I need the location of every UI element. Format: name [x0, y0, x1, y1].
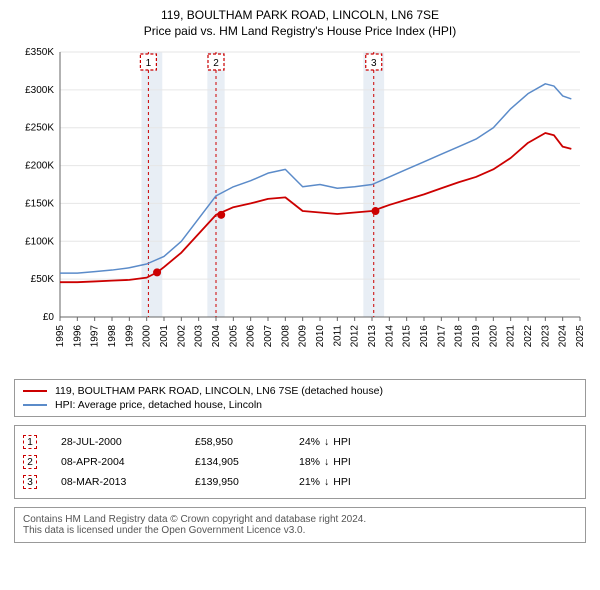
svg-text:2007: 2007	[263, 325, 274, 348]
legend: 119, BOULTHAM PARK ROAD, LINCOLN, LN6 7S…	[14, 379, 586, 417]
svg-text:1996: 1996	[72, 325, 83, 348]
chart-container: 119, BOULTHAM PARK ROAD, LINCOLN, LN6 7S…	[0, 0, 600, 555]
event-marker-icon: 1	[23, 435, 37, 449]
legend-swatch	[23, 390, 47, 392]
svg-text:2001: 2001	[159, 325, 170, 348]
title-address: 119, BOULTHAM PARK ROAD, LINCOLN, LN6 7S…	[12, 8, 588, 22]
event-marker-icon: 2	[23, 455, 37, 469]
footer-attribution: Contains HM Land Registry data © Crown c…	[14, 507, 586, 543]
svg-text:£100K: £100K	[25, 236, 54, 247]
svg-text:1995: 1995	[55, 325, 66, 348]
line-chart: £0 £50K £100K £150K £200K £250K £300K £350K 1995…	[12, 44, 588, 369]
event-price: £139,950	[195, 476, 275, 488]
svg-text:2021: 2021	[506, 325, 517, 348]
event-date: 28-JUL-2000	[61, 436, 171, 448]
arrow-down-icon: ↓	[324, 456, 329, 468]
title-block: 119, BOULTHAM PARK ROAD, LINCOLN, LN6 7S…	[12, 8, 588, 38]
legend-label: 119, BOULTHAM PARK ROAD, LINCOLN, LN6 7S…	[55, 385, 383, 397]
svg-text:2022: 2022	[523, 325, 534, 348]
svg-text:2014: 2014	[384, 325, 395, 348]
event-delta: 24% ↓ HPI	[299, 436, 351, 448]
svg-text:2002: 2002	[176, 325, 187, 348]
event-row: 1 28-JUL-2000 £58,950 24% ↓ HPI	[23, 432, 577, 452]
svg-text:£200K: £200K	[25, 161, 54, 172]
svg-text:2010: 2010	[315, 325, 326, 348]
svg-text:2024: 2024	[558, 325, 569, 348]
event-date: 08-APR-2004	[61, 456, 171, 468]
svg-text:£0: £0	[43, 312, 55, 323]
svg-text:2013: 2013	[367, 325, 378, 348]
legend-label: HPI: Average price, detached house, Linc…	[55, 399, 262, 411]
legend-swatch	[23, 404, 47, 406]
svg-text:2025: 2025	[575, 325, 586, 348]
event-row: 3 08-MAR-2013 £139,950 21% ↓ HPI	[23, 472, 577, 492]
svg-text:2015: 2015	[402, 325, 413, 348]
svg-text:2012: 2012	[350, 325, 361, 348]
svg-text:2000: 2000	[142, 325, 153, 348]
event-row: 2 08-APR-2004 £134,905 18% ↓ HPI	[23, 452, 577, 472]
svg-text:2017: 2017	[436, 325, 447, 348]
event-price: £134,905	[195, 456, 275, 468]
title-subtitle: Price paid vs. HM Land Registry's House …	[12, 24, 588, 38]
svg-text:2005: 2005	[228, 325, 239, 348]
legend-item: 119, BOULTHAM PARK ROAD, LINCOLN, LN6 7S…	[23, 384, 577, 398]
svg-text:1: 1	[146, 58, 152, 69]
event-delta: 18% ↓ HPI	[299, 456, 351, 468]
arrow-down-icon: ↓	[324, 436, 329, 448]
svg-text:£350K: £350K	[25, 47, 54, 58]
svg-text:2019: 2019	[471, 325, 482, 348]
chart-area: £0 £50K £100K £150K £200K £250K £300K £350K 1995…	[12, 44, 588, 369]
svg-text:1997: 1997	[90, 325, 101, 348]
svg-text:2011: 2011	[332, 325, 343, 347]
svg-text:2004: 2004	[211, 325, 222, 348]
event-price: £58,950	[195, 436, 275, 448]
svg-text:2008: 2008	[280, 325, 291, 348]
svg-text:2: 2	[213, 58, 219, 69]
event-date: 08-MAR-2013	[61, 476, 171, 488]
svg-text:£50K: £50K	[31, 274, 55, 285]
svg-text:2018: 2018	[454, 325, 465, 348]
svg-text:2016: 2016	[419, 325, 430, 348]
events-table: 1 28-JUL-2000 £58,950 24% ↓ HPI 2 08-APR…	[14, 425, 586, 499]
svg-text:2020: 2020	[488, 325, 499, 348]
legend-item: HPI: Average price, detached house, Linc…	[23, 398, 577, 412]
svg-text:£300K: £300K	[25, 85, 54, 96]
footer-line: Contains HM Land Registry data © Crown c…	[23, 514, 577, 525]
svg-text:3: 3	[371, 58, 377, 69]
svg-text:2006: 2006	[246, 325, 257, 348]
svg-text:1998: 1998	[107, 325, 118, 348]
footer-line: This data is licensed under the Open Gov…	[23, 525, 577, 536]
event-marker-icon: 3	[23, 475, 37, 489]
svg-text:£150K: £150K	[25, 198, 54, 209]
svg-text:1999: 1999	[124, 325, 135, 348]
event-delta: 21% ↓ HPI	[299, 476, 351, 488]
svg-text:2023: 2023	[540, 325, 551, 348]
svg-text:2003: 2003	[194, 325, 205, 348]
arrow-down-icon: ↓	[324, 476, 329, 488]
svg-text:£250K: £250K	[25, 123, 54, 134]
svg-text:2009: 2009	[298, 325, 309, 348]
